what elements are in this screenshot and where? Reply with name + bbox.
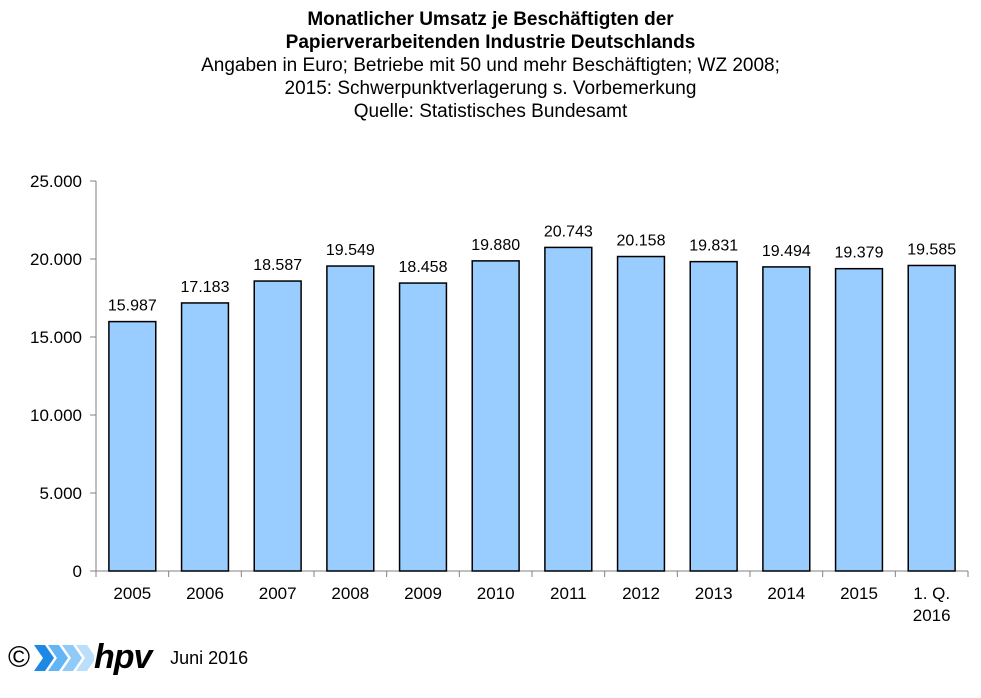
x-tick-label: 2016 (913, 606, 951, 625)
data-label: 15.987 (108, 298, 157, 315)
chart-title-line-1: Monatlicher Umsatz je Beschäftigten der (307, 9, 674, 30)
chart-subtitle-line-2: 2015: Schwerpunktverlagerung s. Vorbemer… (284, 78, 697, 99)
x-tick-label: 2005 (113, 584, 151, 603)
x-tick-label: 2015 (840, 584, 878, 603)
data-label: 19.585 (907, 241, 956, 258)
logo-chevron (62, 645, 83, 671)
bar (108, 320, 157, 572)
y-tick-label: 5.000 (39, 484, 82, 503)
x-tick-label: 2009 (404, 584, 442, 603)
data-label: 19.379 (835, 245, 884, 262)
data-label: 19.549 (326, 242, 375, 259)
data-label: 20.158 (617, 233, 666, 250)
data-label: 20.743 (544, 223, 593, 240)
svg-text:hpv: hpv (94, 640, 155, 676)
data-label: 19.831 (689, 238, 738, 255)
y-tick-label: 25.000 (30, 172, 82, 191)
bar (907, 264, 956, 572)
bar (762, 266, 811, 572)
x-tick-label: 2006 (186, 584, 224, 603)
x-tick-label: 2007 (259, 584, 297, 603)
y-tick-label: 20.000 (30, 250, 82, 269)
bar (180, 302, 230, 572)
x-tick-label: 2012 (622, 584, 660, 603)
y-tick-label: 10.000 (30, 406, 82, 425)
bar (834, 267, 884, 572)
x-tick-label: 2013 (695, 584, 733, 603)
hpv-logo-mark-icon (34, 645, 95, 671)
bar (398, 282, 448, 572)
logo-chevron (48, 645, 69, 671)
bar (253, 280, 302, 572)
bar (689, 260, 738, 572)
footer: © hpv Juni 2016 (8, 640, 248, 676)
bar (471, 260, 520, 572)
chart-subtitle-line-1: Angaben in Euro; Betriebe mit 50 und meh… (201, 55, 780, 76)
logo-chevron (76, 645, 95, 671)
bar (544, 246, 593, 572)
data-label: 19.880 (471, 237, 520, 254)
data-label: 19.494 (762, 243, 811, 260)
data-label: 17.183 (181, 279, 230, 296)
logo-chevron (34, 645, 55, 671)
x-tick-label: 2011 (550, 584, 587, 603)
copyright-symbol: © (8, 641, 31, 674)
chart-subtitle-line-3: Quelle: Statistisches Bundesamt (353, 101, 628, 122)
chart-title-line-2: Papierverarbeitenden Industrie Deutschla… (285, 32, 696, 53)
hpv-logo-text: hpv (94, 640, 156, 676)
data-label: 18.587 (253, 257, 302, 274)
x-tick-label: 2010 (477, 584, 515, 603)
x-tick-label: 2008 (331, 584, 369, 603)
bar (616, 255, 666, 572)
footer-date: Juni 2016 (170, 647, 249, 668)
bar (326, 265, 375, 572)
x-tick-label: 1. Q. (913, 584, 950, 603)
chart-titles: Monatlicher Umsatz je Beschäftigten der … (0, 8, 981, 123)
x-tick-label: 2014 (767, 584, 805, 603)
y-tick-label: 15.000 (30, 328, 82, 347)
y-tick-label: 0 (73, 562, 82, 581)
data-label: 18.458 (399, 259, 448, 276)
